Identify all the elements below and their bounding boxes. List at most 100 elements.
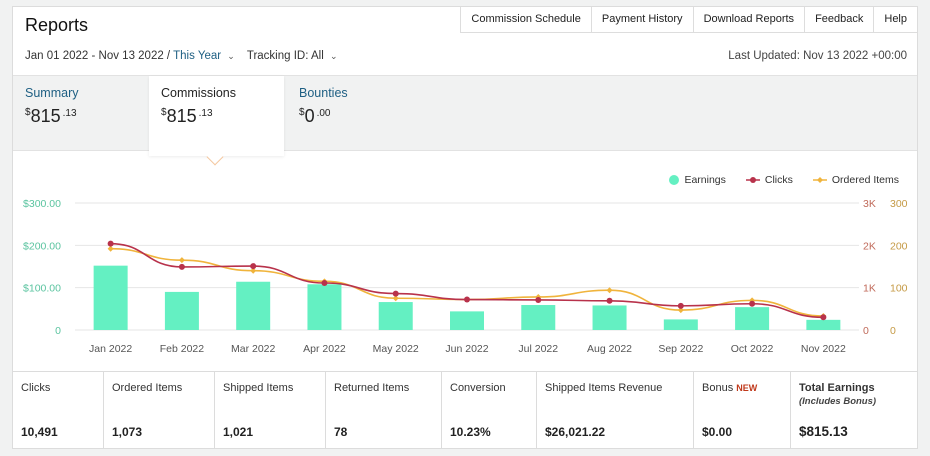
earnings-chart: $300.00 3K 300 $200.00 2K 200 $100.00 1K 100 0 0 0 J… (23, 198, 908, 355)
x-axis-label: Jul 2022 (518, 343, 558, 355)
earnings-bar (307, 284, 342, 330)
stats-bar: Clicks 10,491 Ordered Items 1,073 Shippe… (13, 371, 917, 449)
stat-returned-value: 78 (334, 425, 348, 439)
clicks-point (178, 263, 185, 270)
stat-bonus-value: $0.00 (702, 425, 733, 439)
bounties-cents: 00 (319, 108, 331, 119)
stat-revenue-label: Shipped Items Revenue (545, 382, 663, 394)
x-axis-label: Aug 2022 (587, 343, 632, 355)
earnings-bar (93, 265, 128, 330)
x-axis-label: Sep 2022 (658, 343, 703, 355)
ordered-items-point (250, 267, 257, 274)
earnings-bar (164, 291, 199, 330)
date-range-text: Jan 01 2022 - Nov 13 2022 / (25, 50, 171, 62)
tab-bounties-label: Bounties (299, 86, 348, 100)
last-updated-text: Last Updated: Nov 13 2022 +00:00 (728, 50, 907, 62)
tracking-id-label: Tracking ID: All (246, 50, 324, 62)
right-axis-tick: 200 (890, 240, 908, 252)
clicks-point (464, 296, 470, 303)
clicks-line (110, 242, 824, 319)
earnings-bar (450, 311, 484, 330)
legend-clicks-label: Clicks (764, 174, 793, 186)
feedback-button[interactable]: Feedback (805, 7, 875, 32)
stat-returned-label: Returned Items (334, 382, 410, 394)
tab-commissions[interactable]: Commissions $815.13 (149, 76, 284, 156)
tab-bounties[interactable]: Bounties $0.00 (287, 76, 417, 152)
stat-conversion-label: Conversion (450, 382, 506, 394)
x-axis-label: Jun 2022 (445, 343, 488, 355)
summary-dollars: 815 (30, 106, 61, 126)
period-label: This Year (173, 50, 222, 62)
commissions-dollars: 815 (166, 106, 197, 126)
legend-clicks[interactable]: Clicks (745, 174, 793, 186)
clicks-point (820, 314, 827, 321)
ordered-items-point (606, 287, 613, 294)
clicks-swatch (745, 177, 760, 183)
chevron-down-icon: ⌄ (227, 51, 235, 61)
right-axis-tick-k: 0 (863, 325, 869, 337)
earnings-swatch (669, 175, 680, 185)
right-axis-tick-k: 1K (863, 283, 876, 295)
stat-conversion: Conversion 10.23% (442, 372, 537, 449)
right-axis-tick-k: 2K (863, 240, 876, 252)
x-axis-label: Apr 2022 (303, 343, 346, 355)
left-axis-tick: 0 (55, 325, 61, 337)
date-range-picker[interactable]: Jan 01 2022 - Nov 13 2022 / This Year ⌄ (25, 50, 235, 62)
legend-ordered-items[interactable]: Ordered Items (812, 174, 899, 186)
clicks-point (677, 302, 684, 309)
stat-total-value: $815.13 (799, 424, 848, 439)
left-axis-tick: $100.00 (23, 283, 61, 295)
new-badge: NEW (736, 383, 758, 393)
tab-commissions-label: Commissions (161, 86, 237, 100)
stat-bonus-label-row: Bonus NEW (702, 382, 782, 394)
x-axis-label: Nov 2022 (801, 343, 846, 355)
help-button[interactable]: Help (884, 13, 907, 25)
stat-shipped-items: Shipped Items 1,021 (215, 372, 326, 449)
clicks-point (321, 280, 328, 287)
filters-bar: Jan 01 2022 - Nov 13 2022 / This Year ⌄ … (25, 50, 338, 62)
stat-clicks-label: Clicks (21, 382, 51, 394)
chart-legend: Earnings Clicks Ordered Items (669, 174, 899, 186)
stat-shipped-revenue: Shipped Items Revenue $26,021.22 (537, 372, 694, 449)
right-axis-tick-k: 3K (863, 198, 876, 210)
x-axis-label: Mar 2022 (231, 343, 276, 355)
stat-shipped-value: 1,021 (223, 425, 254, 439)
legend-earnings[interactable]: Earnings (669, 174, 726, 186)
clicks-point (250, 263, 257, 270)
earnings-bar (236, 281, 271, 330)
right-axis-tick: 100 (890, 283, 908, 295)
payment-history-button[interactable]: Payment History (592, 7, 694, 32)
right-axis-tick: 0 (890, 325, 896, 337)
stat-clicks-value: 10,491 (21, 425, 58, 439)
commission-schedule-button[interactable]: Commission Schedule (461, 7, 592, 32)
stat-ordered-label: Ordered Items (112, 382, 183, 394)
legend-ordered-label: Ordered Items (831, 174, 899, 186)
ordered-items-point (178, 257, 185, 264)
ordered-items-swatch (812, 177, 827, 183)
summary-cents: 13 (65, 108, 77, 119)
reports-card: Reports Commission Schedule Payment Hist… (12, 6, 918, 449)
stat-total-label: Total Earnings (799, 382, 875, 394)
clicks-point (606, 297, 613, 304)
right-axis-tick: 300 (890, 198, 908, 210)
bounties-amount: $0.00 (299, 106, 331, 126)
stat-bonus: Bonus NEW $0.00 (694, 372, 791, 449)
earnings-bar (521, 305, 556, 330)
earnings-bar (735, 307, 770, 330)
x-axis-label: Oct 2022 (731, 343, 774, 355)
clicks-point (107, 240, 114, 247)
ordered-items-point (392, 295, 399, 302)
top-nav: Commission Schedule Payment History Down… (460, 7, 917, 33)
clicks-point (749, 300, 756, 307)
left-axis-tick: $300.00 (23, 198, 61, 210)
legend-earnings-label: Earnings (684, 174, 726, 186)
tab-summary[interactable]: Summary $815.13 (13, 76, 149, 152)
earnings-bar (592, 305, 627, 330)
tracking-id-dropdown[interactable]: Tracking ID: All ⌄ (247, 50, 338, 62)
download-reports-button[interactable]: Download Reports (694, 7, 806, 32)
earnings-bar (378, 302, 413, 330)
clicks-point (535, 296, 542, 303)
ordered-items-point (107, 245, 114, 252)
page-title: Reports (25, 15, 89, 35)
stat-conversion-value: 10.23% (450, 425, 491, 439)
